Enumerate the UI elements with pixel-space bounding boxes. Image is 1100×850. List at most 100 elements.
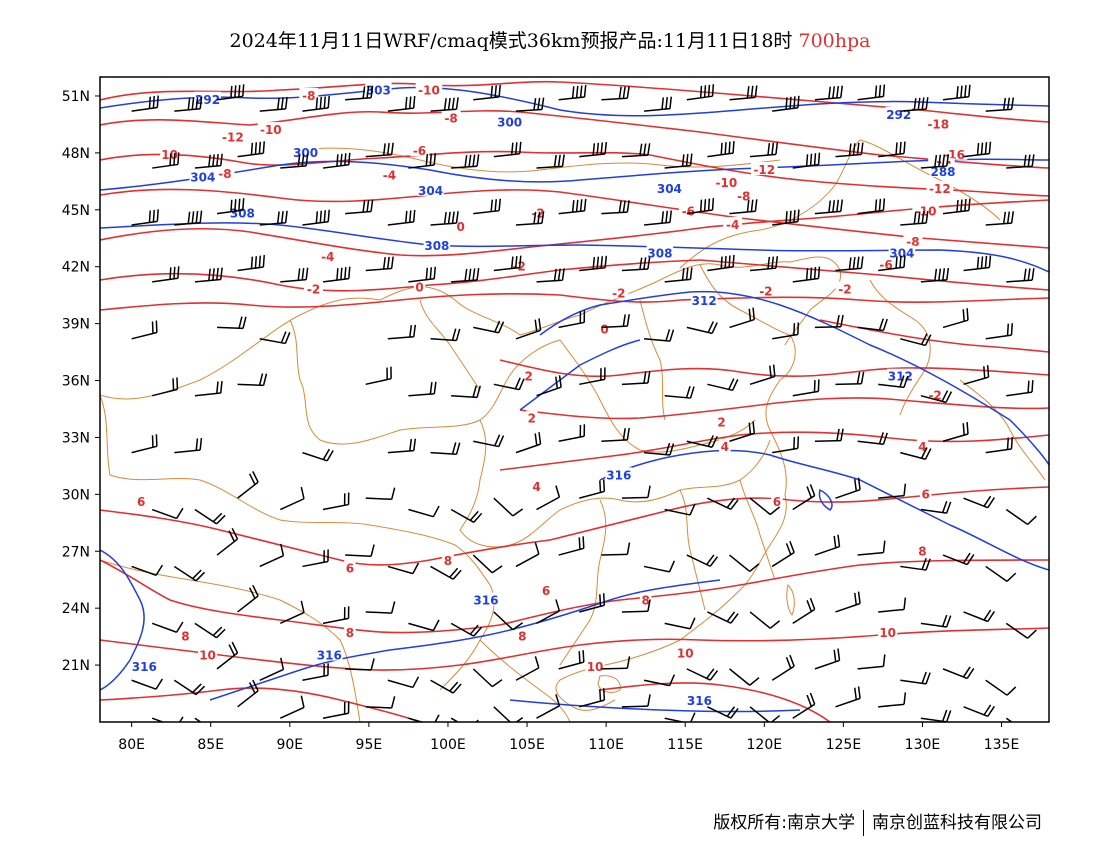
wind-barb bbox=[493, 611, 524, 631]
wind-barb bbox=[493, 377, 525, 391]
contour-label: 288 bbox=[930, 165, 955, 179]
wind-barb bbox=[365, 487, 396, 501]
temp-contour bbox=[499, 431, 1049, 471]
wind-barb bbox=[878, 483, 907, 499]
wind-barb bbox=[729, 421, 756, 442]
contour-label-bg bbox=[179, 628, 192, 642]
contour-label-bg bbox=[415, 82, 443, 96]
contour-label: -10 bbox=[915, 205, 937, 219]
wind-barb bbox=[686, 321, 718, 335]
lon-tick-label: 80E bbox=[118, 737, 145, 753]
wind-barb bbox=[814, 534, 841, 556]
wind-barb bbox=[515, 211, 545, 226]
contour-label: -8 bbox=[218, 167, 231, 181]
temp-contour bbox=[699, 259, 1049, 291]
wind-barb bbox=[792, 597, 816, 624]
contour-label-bg bbox=[344, 560, 356, 574]
wind-barb bbox=[835, 371, 865, 386]
wind-barb bbox=[942, 308, 969, 329]
contour-label-bg bbox=[257, 122, 285, 136]
taiwan bbox=[786, 584, 795, 616]
contour-label-bg bbox=[925, 116, 952, 130]
contour-label: 316 bbox=[473, 594, 498, 608]
contour-label: -4 bbox=[726, 218, 739, 232]
lon-tick-label: 130E bbox=[905, 737, 941, 753]
wind-barb bbox=[942, 552, 975, 566]
wind-barb bbox=[601, 86, 630, 101]
contour-label: -6 bbox=[879, 258, 892, 272]
wind-barb bbox=[707, 141, 735, 158]
contour-label: 316 bbox=[606, 468, 631, 482]
wind-barb bbox=[814, 648, 841, 670]
wind-barb bbox=[920, 154, 950, 169]
contour-label-bg bbox=[215, 165, 235, 179]
wind-barb bbox=[493, 141, 522, 158]
axis-ticks bbox=[95, 95, 1003, 727]
wind-barb bbox=[408, 381, 437, 397]
contour-label: 8 bbox=[181, 630, 189, 644]
wind-barb bbox=[1005, 508, 1037, 526]
lon-tick-label: 120E bbox=[747, 737, 783, 753]
height-contour bbox=[599, 449, 1049, 571]
wind-barb bbox=[814, 199, 844, 215]
contour-label: -12 bbox=[929, 182, 951, 196]
contour-label-bg bbox=[585, 658, 605, 672]
wind-barb bbox=[920, 709, 952, 722]
inner-boundary-7 bbox=[639, 299, 666, 421]
wind-barb bbox=[1006, 154, 1035, 169]
contour-label-bg bbox=[639, 592, 652, 606]
wind-barb bbox=[1006, 380, 1034, 397]
wind-barb bbox=[387, 324, 417, 340]
wind-barb bbox=[686, 668, 719, 681]
height-contour bbox=[519, 339, 641, 411]
wind-barb bbox=[408, 714, 440, 722]
wind-barb bbox=[174, 96, 203, 112]
company-name: 南京创蓝科技有限公司 bbox=[872, 813, 1042, 833]
wind-barb bbox=[664, 617, 696, 630]
contour-label-bg bbox=[318, 249, 338, 263]
wind-barb bbox=[857, 84, 886, 101]
contour-label-bg bbox=[916, 438, 929, 452]
wind-barb bbox=[387, 209, 416, 226]
contour-label-bg bbox=[903, 234, 923, 248]
india-border bbox=[100, 559, 361, 722]
wind-barb bbox=[1005, 717, 1014, 722]
contour-label: -2 bbox=[307, 282, 320, 296]
wind-barb bbox=[408, 619, 440, 632]
wind-barb bbox=[558, 310, 586, 329]
wind-barb bbox=[536, 154, 565, 169]
wind-barb bbox=[408, 266, 437, 283]
wind-barb bbox=[151, 621, 184, 633]
contour-label: 304 bbox=[657, 182, 682, 196]
contour-label: -2 bbox=[838, 282, 851, 296]
wind-barb bbox=[302, 95, 330, 112]
wind-barb bbox=[878, 692, 907, 708]
wind-barb bbox=[857, 198, 886, 215]
wind-barb bbox=[771, 540, 795, 568]
wind-barb bbox=[601, 656, 631, 670]
wind-barb bbox=[1005, 622, 1037, 639]
contour-label-bg bbox=[540, 583, 552, 597]
lon-tick-label: 95E bbox=[356, 737, 383, 753]
wind-barb bbox=[430, 565, 462, 580]
contour-label-bg bbox=[299, 87, 319, 101]
lat-tick-label: 27N bbox=[62, 544, 90, 560]
wind-barb bbox=[259, 210, 288, 226]
wind-barb bbox=[857, 318, 888, 332]
wind-barb bbox=[664, 386, 695, 399]
temp-contour bbox=[599, 682, 831, 722]
wind-barb bbox=[237, 255, 265, 272]
title-level: 700hpa bbox=[798, 30, 871, 52]
wind-barb bbox=[579, 688, 606, 708]
lat-tick-label: 51N bbox=[62, 89, 90, 105]
chart-title: 2024年11月11日WRF/cmaq模式36km预报产品:11月11日18时 … bbox=[0, 26, 1100, 53]
contour-label-bg bbox=[605, 467, 633, 481]
wind-barb bbox=[472, 668, 503, 688]
wind-barb bbox=[194, 153, 223, 169]
wind-barb bbox=[217, 316, 247, 330]
wind-barb bbox=[857, 654, 886, 670]
wind-barb bbox=[365, 256, 394, 272]
contour-label-bg bbox=[344, 624, 356, 638]
wind-barb bbox=[345, 199, 374, 215]
wind-barb bbox=[302, 663, 329, 682]
